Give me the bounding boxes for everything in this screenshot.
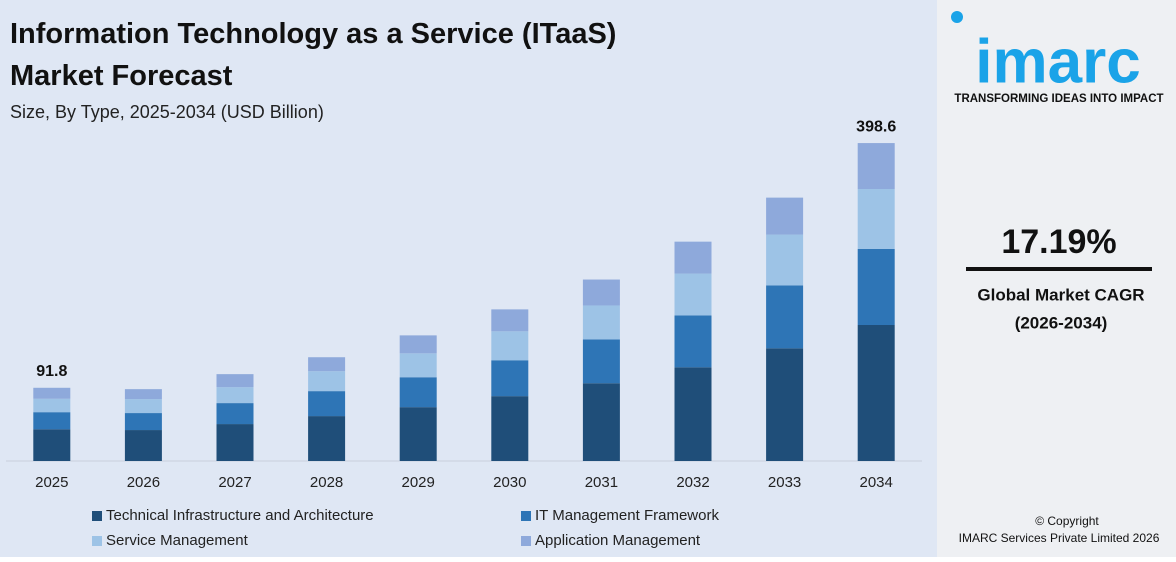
bar-segment <box>308 357 346 372</box>
bar-segment <box>857 189 895 249</box>
divider <box>966 267 1152 271</box>
bar-segment <box>308 371 346 392</box>
legend-swatch <box>521 536 531 546</box>
bar-segment <box>33 387 71 399</box>
bar-segment <box>766 285 804 349</box>
sidebar-background <box>937 0 1176 557</box>
bar-segment <box>33 429 71 461</box>
x-tick-label: 2028 <box>310 474 343 491</box>
title-line: Market Forecast <box>10 60 233 92</box>
title-line: Information Technology as a Service (ITa… <box>10 18 616 50</box>
bar-segment <box>857 325 895 461</box>
legend-swatch <box>92 511 102 521</box>
x-tick-label: 2027 <box>218 474 251 491</box>
bar-segment <box>491 360 529 397</box>
bar-segment <box>216 374 254 388</box>
cagr-value: 17.19% <box>1001 223 1116 261</box>
bar-segment <box>399 353 437 378</box>
bar-segment <box>124 399 162 414</box>
company: IMARC Services Private Limited 2026 <box>959 531 1160 545</box>
copyright: © Copyright <box>1035 514 1099 528</box>
x-tick-label: 2025 <box>35 474 68 491</box>
bar-segment <box>674 315 712 368</box>
bar-segment <box>582 305 620 340</box>
bar-segment <box>124 389 162 400</box>
bar-segment <box>766 234 804 286</box>
bar-segment <box>399 335 437 354</box>
legend-label: Technical Infrastructure and Architectur… <box>106 507 374 524</box>
chart-title: Information Technology as a Service (ITa… <box>10 18 616 92</box>
legend-swatch <box>92 536 102 546</box>
bar-segment <box>766 348 804 461</box>
legend-swatch <box>521 511 531 521</box>
total-label: 91.8 <box>36 363 67 380</box>
bar-segment <box>124 430 162 461</box>
bar-segment <box>582 339 620 384</box>
bar-segment <box>857 143 895 190</box>
x-tick-label: 2032 <box>676 474 709 491</box>
bar-segment <box>216 424 254 461</box>
bar-segment <box>399 377 437 408</box>
bar-segment <box>674 273 712 316</box>
chart-subtitle: Size, By Type, 2025-2034 (USD Billion) <box>10 102 324 122</box>
cagr-period: (2026-2034) <box>1015 313 1108 332</box>
bar-segment <box>491 396 529 461</box>
logo: imarc <box>975 27 1140 96</box>
cagr-label: Global Market CAGR <box>977 285 1144 304</box>
total-label: 398.6 <box>856 118 896 135</box>
bar-segment <box>582 383 620 461</box>
bar-segment <box>216 403 254 425</box>
bar-segment <box>674 241 712 274</box>
bar-segment <box>674 367 712 461</box>
logo-dot <box>951 11 963 23</box>
bar-segment <box>216 387 254 404</box>
bar-segment <box>308 416 346 461</box>
bar-segment <box>857 248 895 326</box>
bar-segment <box>582 279 620 306</box>
tagline: TRANSFORMING IDEAS INTO IMPACT <box>954 93 1163 105</box>
x-tick-label: 2033 <box>768 474 801 491</box>
bar-segment <box>491 309 529 332</box>
bar-segment <box>399 407 437 461</box>
bar-segment <box>33 398 71 413</box>
bar-segment <box>491 331 529 361</box>
x-tick-label: 2026 <box>127 474 160 491</box>
bar-segment <box>33 412 71 430</box>
x-tick-label: 2029 <box>402 474 435 491</box>
x-tick-label: 2031 <box>585 474 618 491</box>
legend-label: Application Management <box>535 532 701 549</box>
bar-segment <box>308 391 346 417</box>
bar-segment <box>766 197 804 235</box>
bar-segment <box>124 413 162 431</box>
x-tick-label: 2034 <box>860 474 893 491</box>
x-tick-label: 2030 <box>493 474 526 491</box>
legend-label: Service Management <box>106 532 249 549</box>
legend-label: IT Management Framework <box>535 507 719 524</box>
